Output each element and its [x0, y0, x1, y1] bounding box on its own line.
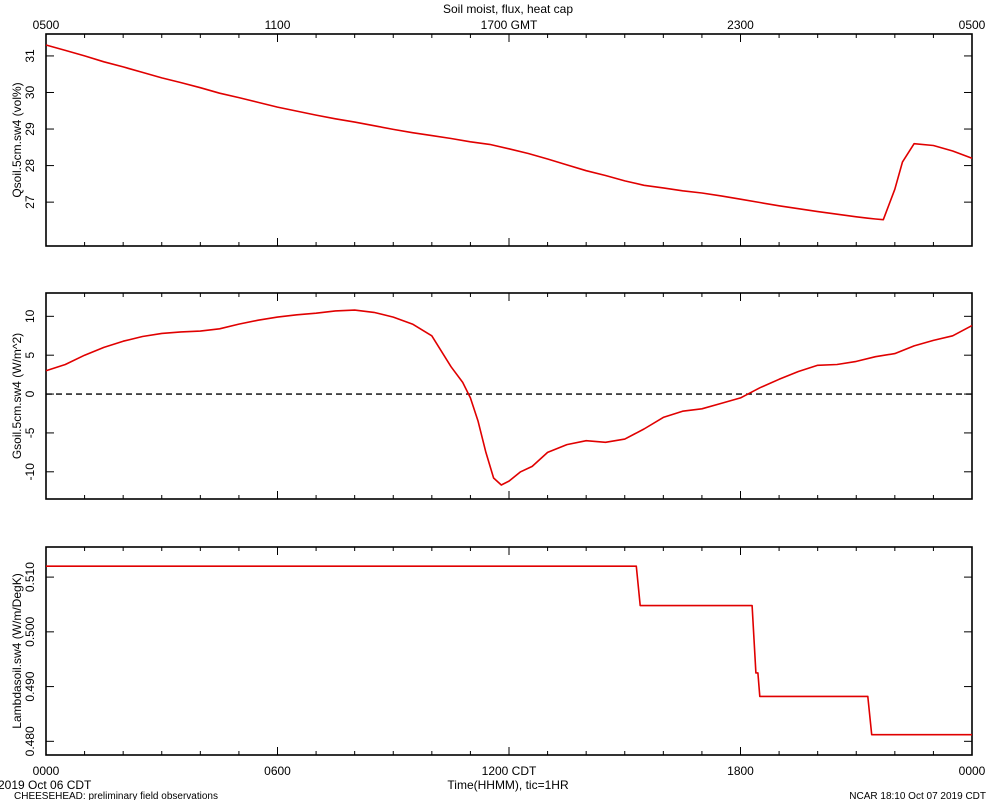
top-axis-tick-label: 1700 GMT: [481, 18, 538, 32]
footer-date: 2019 Oct 06 CDT: [0, 778, 92, 792]
y-tick-label: -5: [23, 427, 37, 438]
footer-project: CHEESEHEAD: preliminary field observatio…: [14, 791, 218, 800]
chart-panels: 27 28 29 30 31 Qsoil.5cm.sw4 (vol%) -10 -5 0 5 10 G…: [10, 33, 973, 756]
panel-frame: [45, 292, 973, 500]
bottom-axis-tick-label: 1200 CDT: [482, 764, 537, 778]
chart-title: Soil moist, flux, heat cap: [443, 2, 573, 16]
y-axis-title: Qsoil.5cm.sw4 (vol%): [10, 82, 24, 197]
y-tick-label: 0: [23, 390, 37, 397]
y-tick-label: 0.500: [23, 617, 37, 647]
chart-panel: -10 -5 0 5 10 Gsoil.5cm.sw4 (W/m^2): [10, 292, 973, 500]
y-tick-label: 0.480: [23, 726, 37, 756]
series-line: [45, 309, 973, 486]
y-tick-label: 31: [23, 49, 37, 63]
series-line: [46, 565, 972, 736]
series-line: [45, 44, 973, 221]
bottom-axis-tick-label: 0600: [264, 764, 291, 778]
y-axis-title: Gsoil.5cm.sw4 (W/m^2): [10, 333, 24, 459]
y-tick-label: -10: [23, 463, 37, 481]
y-tick-label: 27: [23, 195, 37, 209]
bottom-axis-tick-label: 0000: [959, 764, 986, 778]
footer-credit: NCAR 18:10 Oct 07 2019 CDT: [849, 791, 986, 800]
bottom-axis-tick-label: 1800: [727, 764, 754, 778]
top-axis-tick-label: 0500: [959, 18, 986, 32]
y-tick-label: 5: [23, 352, 37, 359]
y-tick-label: 30: [23, 85, 37, 99]
top-axis-tick-label: 1100: [265, 18, 291, 32]
y-tick-label: 0.510: [23, 562, 37, 592]
x-axis-label: Time(HHMM), tic=1HR: [447, 778, 569, 792]
y-tick-label: 10: [23, 309, 37, 323]
top-axis-tick-label: 2300: [727, 18, 754, 32]
y-tick-label: 0.490: [23, 671, 37, 701]
y-tick-label: 29: [23, 122, 37, 136]
y-tick-label: 28: [23, 159, 37, 173]
top-axis-labels: 0500 1100 1700 GMT 2300 0500: [33, 18, 986, 32]
bottom-axis-tick-label: 0000: [33, 764, 60, 778]
bottom-axis-labels: 0000 0600 1200 CDT 1800 0000: [33, 764, 986, 778]
top-axis-tick-label: 0500: [33, 18, 60, 32]
panel-frame: [45, 546, 973, 756]
y-axis-title: Lambdasoil.sw4 (W/m/DegK): [10, 573, 24, 728]
chart-panel: 27 28 29 30 31 Qsoil.5cm.sw4 (vol%): [10, 33, 973, 247]
